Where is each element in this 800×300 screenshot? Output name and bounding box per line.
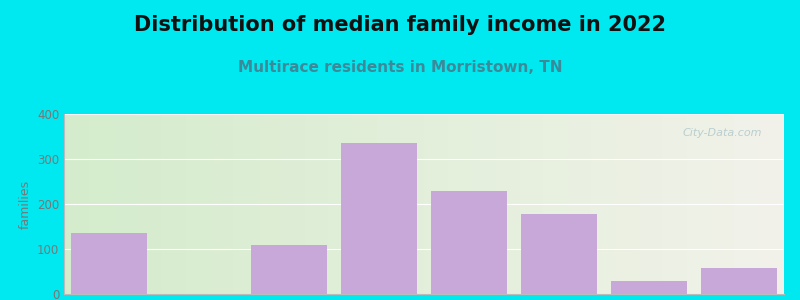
Bar [341, 143, 418, 294]
Text: City-Data.com: City-Data.com [683, 128, 762, 138]
Y-axis label: families: families [18, 179, 31, 229]
Bar [250, 244, 327, 294]
Text: Multirace residents in Morristown, TN: Multirace residents in Morristown, TN [238, 60, 562, 75]
Bar [701, 268, 778, 294]
Bar [430, 190, 507, 294]
Bar [610, 281, 687, 294]
Text: Distribution of median family income in 2022: Distribution of median family income in … [134, 15, 666, 35]
Bar [521, 214, 598, 294]
Bar [70, 233, 147, 294]
